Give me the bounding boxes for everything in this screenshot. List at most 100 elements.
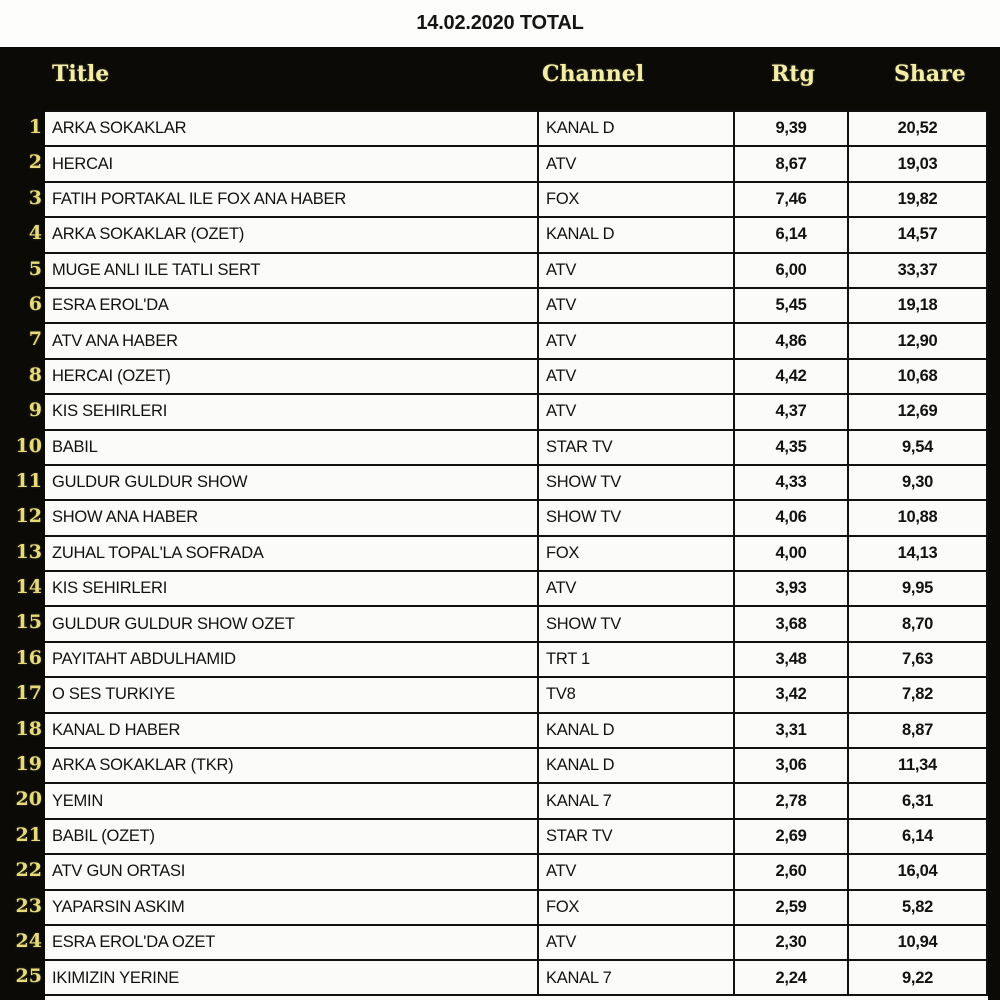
row-rank: 21: [15, 823, 42, 846]
cell-rtg: 2,24: [733, 961, 847, 995]
row-strip: KIS SEHIRLERI ATV 4,37 12,69: [45, 393, 988, 429]
report-title-bar: 14.02.2020 TOTAL: [0, 0, 1000, 47]
cell-channel: ATV: [537, 572, 733, 606]
column-header-share[interactable]: Share: [894, 61, 966, 87]
table-row[interactable]: 3 FATIH PORTAKAL ILE FOX ANA HABER FOX 7,46…: [0, 180, 1000, 217]
table-row[interactable]: 22 ATV GUN ORTASI ATV 2,60 16,04: [0, 853, 1000, 889]
table-row[interactable]: 12 SHOW ANA HABER SHOW TV 4,06 10,88: [0, 499, 1000, 535]
page-title: 14.02.2020 TOTAL: [416, 12, 584, 34]
table-row[interactable]: 14 KIS SEHIRLERI ATV 3,93 9,95: [0, 570, 1000, 606]
row-strip: ATV GUN ORTASI ATV 2,60 16,04: [45, 853, 988, 889]
cell-share: 20,52: [847, 112, 988, 146]
cell-rtg: 4,33: [733, 465, 847, 500]
table-row[interactable]: 5 MUGE ANLI ILE TATLI SERT ATV 6,00 33,37: [0, 251, 1000, 287]
row-strip: O SES TURKIYE TV8 3,42 7,82: [45, 676, 988, 712]
table-row[interactable]: 16 PAYITAHT ABDULHAMID TRT 1 3,48 7,63: [0, 640, 1000, 677]
cell-title: ARKA SOKAKLAR (TKR): [52, 756, 234, 775]
row-strip: KIS SEHIRLERI ATV 3,93 9,95: [45, 570, 988, 606]
cell-channel: KANAL D: [537, 749, 733, 783]
table-row[interactable]: 2 HERCAI ATV 8,67 19,03: [0, 145, 1000, 181]
table-row[interactable]: 9 KIS SEHIRLERI ATV 4,37 12,69: [0, 393, 1000, 429]
row-strip: KANAL D HABER KANAL D 3,31 8,87: [45, 711, 988, 748]
cell-share: 16,04: [847, 855, 988, 889]
cell-rtg: 3,68: [733, 607, 847, 641]
table-row[interactable]: 13 ZUHAL TOPAL'LA SOFRADA FOX 4,00 14,13: [0, 534, 1000, 571]
row-rank: 22: [15, 859, 42, 882]
row-rank: 7: [28, 328, 42, 351]
row-rank: 1: [28, 116, 42, 138]
cell-rtg: 4,00: [733, 536, 847, 571]
table-row[interactable]: 4 ARKA SOKAKLAR (OZET) KANAL D 6,14 14,57: [0, 216, 1000, 252]
cell-rtg: 6,00: [733, 253, 847, 287]
cell-channel: KANAL 7: [537, 961, 733, 995]
table-row[interactable]: 8 HERCAI (OZET) ATV 4,42 10,68: [0, 357, 1000, 394]
cell-rtg: 3,93: [733, 572, 847, 606]
table-row[interactable]: 6 ESRA EROL'DA ATV 5,45 19,18: [0, 286, 1000, 323]
row-strip: GULDUR GULDUR SHOW SHOW TV 4,33 9,30: [45, 463, 988, 500]
cell-title: BABIL (OZET): [52, 827, 155, 845]
row-rank: 6: [28, 292, 42, 315]
cell-share: 14,13: [847, 536, 988, 571]
row-rank: 12: [15, 505, 42, 528]
row-rank: 20: [15, 788, 42, 811]
table-header-row: Title Channel Rtg Share: [0, 47, 1000, 110]
cell-rtg: 4,86: [733, 324, 847, 358]
cell-share: 6,14: [847, 819, 988, 854]
cell-title: FATIH PORTAKAL ILE FOX ANA HABER: [52, 189, 346, 208]
row-rank: 24: [15, 929, 42, 952]
cell-title: ATV ANA HABER: [52, 331, 178, 350]
cell-rtg: 8,67: [733, 147, 847, 181]
table-row[interactable]: 21 BABIL (OZET) STAR TV 2,69 6,14: [0, 817, 1000, 854]
row-strip: MUGE ANLI ILE TATLI SERT ATV 6,00 33,37: [45, 251, 988, 287]
cell-title: ARKA SOKAKLAR: [52, 119, 187, 138]
cell-rtg: 4,42: [733, 359, 847, 394]
row-rank: 10: [15, 434, 42, 457]
row-strip: ESRA EROL'DA ATV 5,45 19,18: [45, 286, 988, 323]
table-row[interactable]: 15 GULDUR GULDUR SHOW OZET SHOW TV 3,68 8,70: [0, 605, 1000, 641]
cell-title: ATV GUN ORTASI: [52, 862, 186, 881]
table-row[interactable]: 20 YEMIN KANAL 7 2,78 6,31: [0, 782, 1000, 818]
row-rank: 16: [15, 646, 42, 669]
cell-title: KIS SEHIRLERI: [52, 402, 168, 421]
cell-share: 9,22: [847, 961, 988, 995]
cell-share: 19,03: [847, 147, 988, 181]
cell-rtg: 3,48: [733, 642, 847, 677]
table-row[interactable]: 11 GULDUR GULDUR SHOW SHOW TV 4,33 9,30: [0, 463, 1000, 500]
table-row[interactable]: 19 ARKA SOKAKLAR (TKR) KANAL D 3,06 11,34: [0, 747, 1000, 783]
table-row[interactable]: 18 KANAL D HABER KANAL D 3,31 8,87: [0, 711, 1000, 748]
cell-channel: KANAL 7: [537, 784, 733, 818]
row-rank: 25: [15, 965, 42, 988]
cell-channel: SHOW TV: [537, 607, 733, 641]
cell-channel: ATV: [537, 925, 733, 960]
cell-channel: FOX: [537, 890, 733, 924]
row-strip: ARKA SOKAKLAR (OZET) KANAL D 6,14 14,57: [45, 216, 988, 252]
column-header-channel[interactable]: Channel: [542, 61, 645, 87]
row-rank: 13: [15, 540, 42, 563]
row-strip: IKIMIZIN YERINE KANAL 7 2,24 9,22: [45, 959, 988, 995]
cell-channel: KANAL D: [537, 112, 733, 146]
cell-title: PAYITAHT ABDULHAMID: [52, 650, 236, 669]
cell-share: 9,95: [847, 572, 988, 606]
column-header-title[interactable]: Title: [52, 61, 110, 87]
cell-rtg: 4,06: [733, 501, 847, 535]
cell-title: KIS SEHIRLERI: [52, 579, 168, 598]
table-row[interactable]: 1 ARKA SOKAKLAR KANAL D 9,39 20,52: [0, 110, 1000, 146]
table-row[interactable]: 23 YAPARSIN ASKIM FOX 2,59 5,82: [0, 888, 1000, 924]
cell-title: GULDUR GULDUR SHOW: [52, 473, 248, 492]
table-row[interactable]: 24 ESRA EROL'DA OZET ATV 2,30 10,94: [0, 923, 1000, 960]
row-rank: 19: [15, 753, 42, 776]
cell-channel: ATV: [537, 359, 733, 394]
cell-share: 11,34: [847, 749, 988, 783]
row-rank: 3: [28, 186, 42, 209]
cell-channel: STAR TV: [537, 819, 733, 854]
cell-share: 7,82: [847, 678, 988, 712]
cell-title: HERCAI (OZET): [52, 366, 171, 385]
cell-rtg: 5,45: [733, 288, 847, 323]
cell-channel: FOX: [537, 536, 733, 571]
table-row[interactable]: 10 BABIL STAR TV 4,35 9,54: [0, 428, 1000, 464]
table-row[interactable]: 17 O SES TURKIYE TV8 3,42 7,82: [0, 676, 1000, 712]
table-row[interactable]: 7 ATV ANA HABER ATV 4,86 12,90: [0, 322, 1000, 358]
column-header-rtg[interactable]: Rtg: [771, 61, 815, 87]
table-row[interactable]: 25 IKIMIZIN YERINE KANAL 7 2,24 9,22: [0, 959, 1000, 995]
